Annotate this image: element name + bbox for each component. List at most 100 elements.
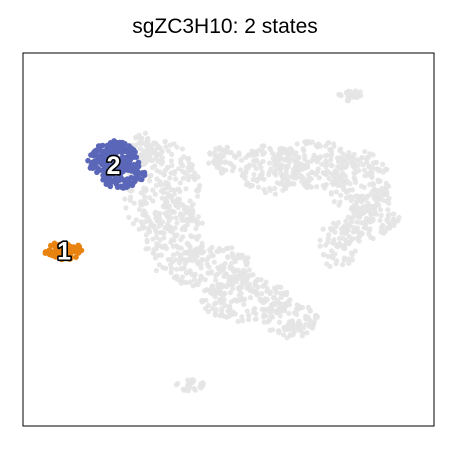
background-cell-point — [355, 162, 361, 168]
background-cell-point — [329, 163, 335, 169]
background-cell-point — [386, 200, 392, 206]
background-cell-point — [246, 286, 252, 292]
background-cell-point — [261, 319, 267, 325]
background-cell-point — [305, 172, 312, 178]
state-2-cell-point — [107, 182, 113, 188]
background-cell-point — [309, 139, 315, 145]
state-2-cell-point — [122, 141, 128, 147]
state-2-cell-point — [107, 140, 114, 146]
background-cell-point — [189, 272, 195, 278]
background-cell-point — [165, 148, 172, 154]
background-cell-point — [320, 183, 326, 189]
background-cell-point — [167, 262, 174, 268]
background-cell-point — [309, 323, 315, 329]
background-cell-point — [344, 226, 350, 232]
background-cell-point — [162, 138, 168, 144]
background-cell-point — [281, 332, 287, 338]
background-cell-point — [131, 200, 137, 206]
background-cell-point — [164, 199, 170, 205]
background-cell-point — [126, 214, 132, 220]
background-cell-point — [260, 158, 266, 165]
background-cell-point — [191, 378, 197, 384]
background-cell-point — [182, 226, 188, 233]
background-cell-point — [351, 175, 357, 181]
background-cell-point — [148, 172, 154, 178]
background-cell-point — [378, 229, 384, 235]
background-cell-point — [230, 255, 236, 261]
state-2-cell-point — [110, 169, 117, 176]
state-2-cell-point — [131, 161, 137, 168]
background-cell-point — [246, 317, 252, 323]
background-cell-point — [156, 262, 162, 268]
background-cell-point — [341, 245, 347, 251]
background-cell-point — [320, 226, 326, 232]
background-cell-point — [328, 191, 334, 197]
background-cell-point — [173, 215, 179, 221]
background-cell-point — [266, 317, 272, 323]
background-cell-point — [344, 188, 351, 194]
background-cell-point — [122, 196, 128, 202]
background-cell-point — [347, 239, 353, 245]
background-cell-point — [353, 88, 359, 94]
background-cell-point — [236, 287, 242, 293]
state-2-cell-point — [117, 143, 123, 149]
background-cell-point — [349, 257, 355, 263]
background-cell-point — [175, 204, 181, 210]
state-2-cell-point — [135, 159, 142, 166]
background-cell-point — [362, 149, 368, 155]
background-cell-point — [133, 134, 139, 140]
background-cell-point — [335, 241, 341, 247]
background-cell-point — [248, 272, 254, 278]
background-cell-point — [147, 195, 153, 201]
background-cell-point — [152, 255, 158, 261]
background-cell-point — [212, 150, 218, 156]
background-cell-point — [313, 142, 319, 148]
background-cell-point — [350, 236, 356, 242]
background-cell-point — [289, 180, 295, 187]
background-cell-point — [377, 207, 384, 213]
background-cell-point — [193, 226, 199, 232]
background-cell-point — [278, 301, 284, 307]
background-cell-point — [348, 89, 354, 95]
background-cell-point — [283, 170, 289, 176]
background-cell-point — [369, 174, 375, 180]
background-cell-point — [261, 187, 267, 193]
background-cell-point — [166, 212, 172, 219]
state-2-cell-point — [119, 149, 125, 156]
background-cell-point — [166, 203, 173, 209]
background-cell-point — [244, 308, 250, 314]
background-cell-point — [253, 158, 260, 164]
background-cell-point — [153, 182, 160, 189]
background-cell-point — [357, 197, 363, 203]
background-cell-point — [171, 191, 177, 197]
background-cell-point — [390, 217, 396, 223]
background-cell-point — [358, 93, 364, 99]
background-cell-point — [138, 190, 144, 196]
background-cell-point — [165, 221, 171, 227]
background-cell-point — [353, 228, 359, 235]
background-cell-point — [299, 178, 305, 184]
state-2-cell-point — [121, 155, 128, 162]
background-cell-point — [151, 141, 157, 147]
background-cell-point — [350, 163, 356, 169]
background-cell-point — [346, 233, 352, 239]
background-cell-point — [267, 160, 273, 166]
background-cell-point — [328, 148, 334, 154]
state-2-cell-point — [133, 154, 140, 160]
background-cell-point — [208, 249, 214, 255]
background-cell-point — [370, 217, 376, 224]
background-cell-point — [200, 380, 206, 386]
background-cell-point — [293, 164, 299, 170]
background-cell-point — [273, 290, 279, 296]
background-cell-point — [191, 277, 197, 283]
background-cell-point — [160, 203, 166, 209]
background-cell-point — [136, 140, 142, 146]
background-cell-point — [225, 254, 231, 261]
background-cell-point — [195, 174, 201, 180]
background-cell-point — [226, 149, 232, 155]
background-cell-point — [179, 256, 185, 262]
background-cell-point — [219, 265, 226, 272]
background-cell-point — [254, 178, 260, 184]
background-cell-point — [383, 180, 389, 186]
